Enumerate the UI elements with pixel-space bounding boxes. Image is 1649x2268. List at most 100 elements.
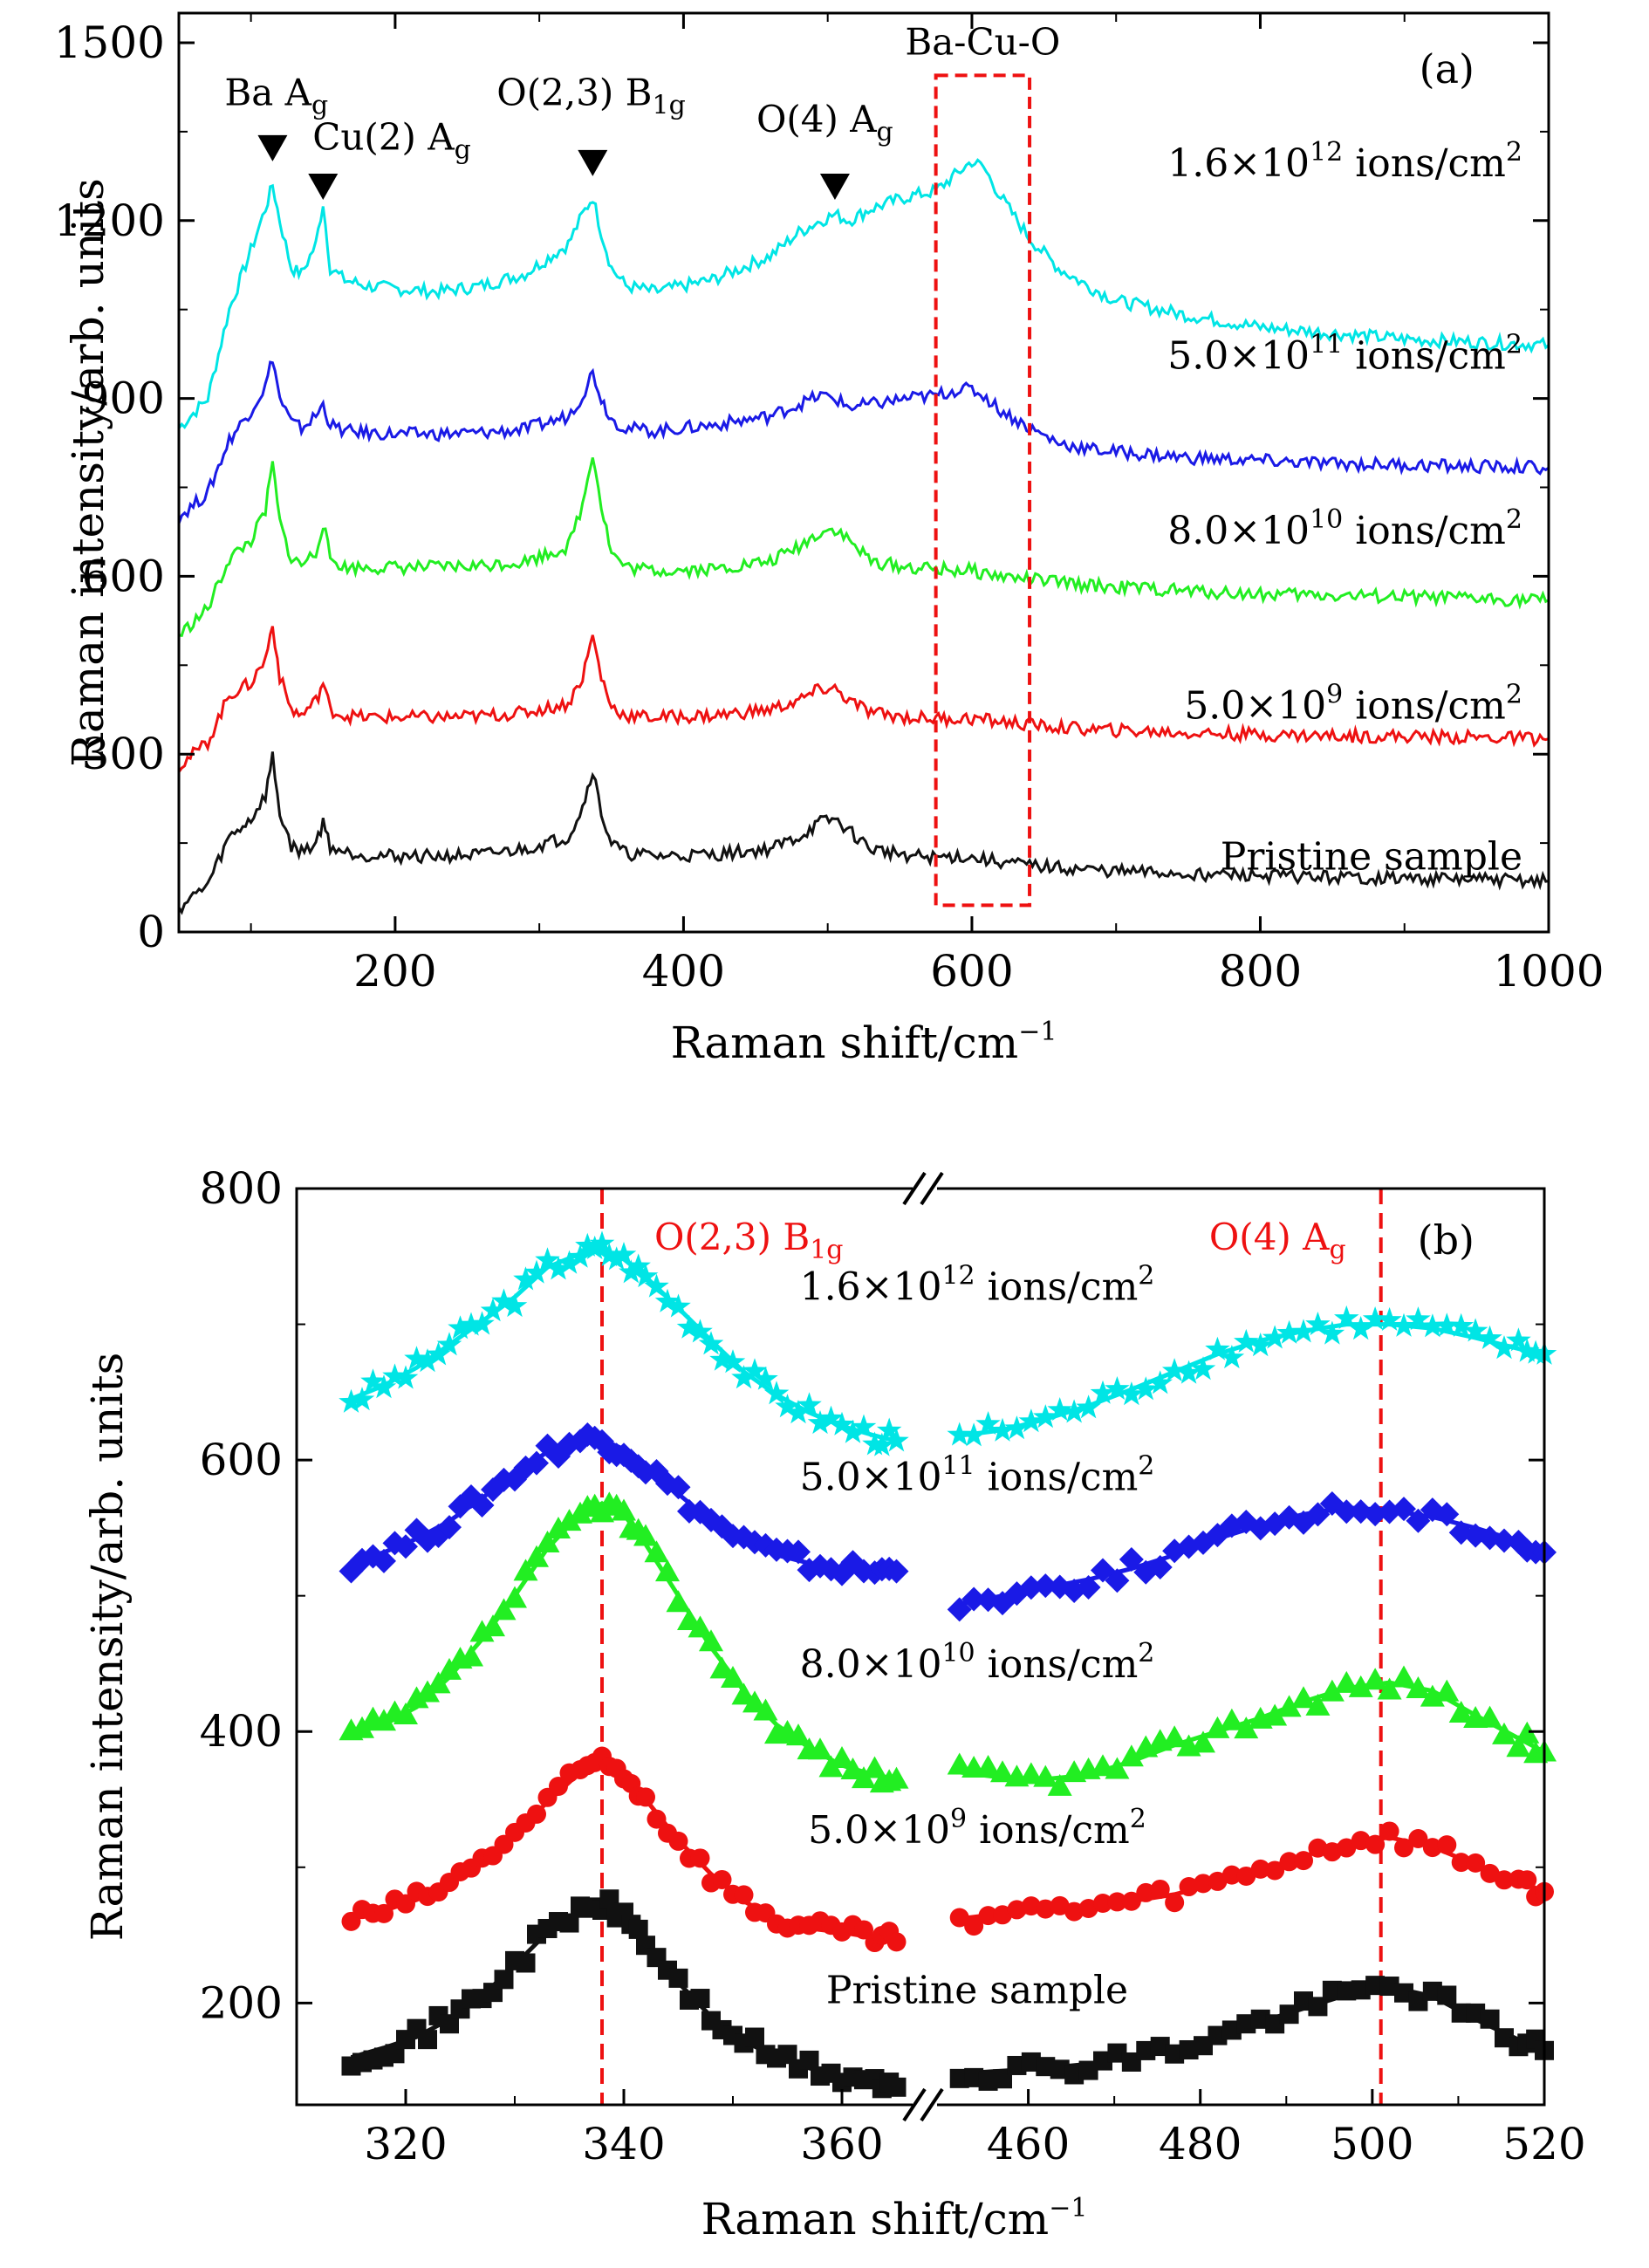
panel-b-point-0 <box>1420 1313 1446 1338</box>
panel-a-series-label-0: 1.6×1012 ions/cm2 <box>1167 137 1522 186</box>
panel-a-series-line-1 <box>177 360 1550 524</box>
panel-b-point-2 <box>1377 1677 1402 1700</box>
panel-a-x-tick-label: 800 <box>1219 946 1302 997</box>
panel-b-point-3 <box>1394 1838 1413 1858</box>
panel-b-point-4 <box>494 1970 514 1990</box>
panel-b-point-0 <box>644 1273 669 1298</box>
panel-a-axes: 200 400 600 800 1000 0 300 600 900 1200 1500 <box>54 13 1605 997</box>
panel-b-x-tick-label: 500 <box>1331 2119 1413 2169</box>
panel-b-point-3 <box>647 1809 667 1829</box>
panel-b-point-2 <box>459 1644 483 1667</box>
panel-a-x-tick-label: 600 <box>930 946 1013 997</box>
panel-a-series-line-0 <box>177 158 1550 429</box>
panel-b-point-2 <box>481 1614 505 1637</box>
panel-b-point-3 <box>1337 1838 1357 1858</box>
panel-b-point-0 <box>523 1259 550 1284</box>
panel-b-point-0 <box>1391 1312 1417 1337</box>
panel-b-point-0 <box>1491 1335 1517 1360</box>
peak-label-2: O(2,3) B1g <box>496 71 686 120</box>
panel-b-y-axis-title: Raman intensity/arb. units <box>82 1353 133 1942</box>
panel-a-series-label-3: 5.0×109 ions/cm2 <box>1184 679 1522 728</box>
panel-b-point-4 <box>1437 1985 1457 2005</box>
panel-b-point-3 <box>1495 1870 1514 1890</box>
panel-a-series-label-1: 5.0×1011 ions/cm2 <box>1167 330 1522 379</box>
panel-a-series-label-4: Pristine sample <box>1221 835 1522 880</box>
panel-b-point-0 <box>720 1349 746 1374</box>
panel-b-point-2 <box>1219 1708 1244 1730</box>
panel-b-point-0 <box>818 1405 844 1429</box>
panel-b-point-1 <box>393 1534 418 1559</box>
bacuo-box-label: Ba-Cu-O <box>905 20 1060 63</box>
axis-break-mark <box>920 2087 944 2122</box>
panel-b-point-0 <box>619 1259 644 1284</box>
panel-b-point-2 <box>1133 1735 1159 1758</box>
panel-b-point-0 <box>480 1298 506 1322</box>
panel-a-series-label-2: 8.0×1010 ions/cm2 <box>1167 504 1522 553</box>
panel-a-x-axis-title: Raman shift/cm−1 <box>671 1017 1057 1068</box>
panel-b-point-2 <box>840 1758 866 1780</box>
panel-b-x-tick-label: 480 <box>1159 2119 1242 2169</box>
panel-b: O(2,3) B1g O(4) Ag 1.6×1012 ions/cm2 5.0×1… <box>82 1163 1586 2244</box>
panel-b-point-2 <box>808 1737 832 1760</box>
panel-b-point-0 <box>1305 1312 1331 1336</box>
panel-a-y-tick-label: 1200 <box>54 195 165 246</box>
panel-a-x-tick-label: 200 <box>353 946 436 997</box>
panel-b-point-0 <box>989 1417 1016 1442</box>
panel-b-point-3 <box>1294 1851 1313 1871</box>
panel-b-point-1 <box>524 1450 549 1476</box>
panel-b-point-0 <box>1147 1370 1173 1394</box>
panel-b-point-0 <box>589 1230 615 1255</box>
panel-b-point-1 <box>786 1539 811 1565</box>
peak-label-0: Ba Ag <box>224 71 328 120</box>
panel-b-point-0 <box>1205 1336 1230 1360</box>
panel-b-point-0 <box>469 1311 495 1335</box>
panel-b-point-3 <box>978 1906 998 1926</box>
panel-b-point-0 <box>753 1366 778 1390</box>
panel-b-point-0 <box>884 1428 909 1452</box>
panel-b-point-3 <box>1150 1879 1170 1899</box>
panel-b-x-tick-label: 520 <box>1502 2119 1585 2169</box>
panel-b-point-2 <box>731 1682 756 1705</box>
panel-b-axes: 320 340 360 460 480 500 520 200 400 600 800 <box>200 1163 1586 2169</box>
axis-break-mark <box>902 1171 927 1206</box>
panel-b-point-1 <box>1033 1573 1058 1599</box>
panel-b-point-3 <box>1422 1838 1442 1858</box>
panel-b-point-3 <box>1036 1899 1056 1919</box>
panel-b-point-4 <box>440 2014 459 2034</box>
panel-b-x-tick-label: 460 <box>987 2119 1070 2169</box>
panel-b-y-tick-label: 200 <box>200 1977 283 2028</box>
panel-b-point-3 <box>1437 1835 1457 1855</box>
panel-b-point-0 <box>1219 1345 1245 1369</box>
panel-b-point-3 <box>527 1804 546 1824</box>
panel-b-point-4 <box>799 2050 819 2070</box>
panel-b-point-0 <box>876 1417 902 1442</box>
panel-b-point-2 <box>612 1498 636 1521</box>
panel-b-point-3 <box>1179 1877 1199 1897</box>
panel-b-point-2 <box>947 1752 972 1775</box>
panel-b-point-1 <box>1076 1574 1101 1600</box>
panel-b-point-0 <box>742 1358 768 1382</box>
panel-b-point-0 <box>763 1381 790 1405</box>
panel-b-point-4 <box>628 1919 648 1939</box>
panel-b-point-0 <box>1348 1316 1373 1340</box>
panel-b-point-2 <box>753 1698 778 1721</box>
panel-b-point-3 <box>396 1894 415 1914</box>
panel-b-point-2 <box>655 1559 680 1582</box>
panel-b-point-0 <box>666 1293 691 1318</box>
panel-b-point-0 <box>1406 1306 1431 1331</box>
panel-b-point-3 <box>854 1920 873 1940</box>
panel-b-point-0 <box>339 1388 364 1413</box>
panel-b-point-2 <box>975 1755 1001 1778</box>
panel-b-point-4 <box>599 1889 619 1909</box>
panel-b-point-2 <box>1291 1686 1316 1709</box>
panel-b-point-4 <box>886 2077 907 2097</box>
peak-marker-0 <box>257 134 288 161</box>
panel-a-bacuo-box: Ba-Cu-O <box>905 20 1060 908</box>
panel-b-point-0 <box>829 1411 855 1435</box>
panel-b-point-3 <box>1466 1853 1486 1873</box>
panel-b-point-2 <box>1434 1679 1460 1702</box>
panel-b-point-3 <box>1236 1866 1256 1886</box>
panel-b-point-3 <box>964 1916 984 1936</box>
panel-b-point-1 <box>469 1493 495 1518</box>
panel-b-point-0 <box>1477 1325 1502 1349</box>
